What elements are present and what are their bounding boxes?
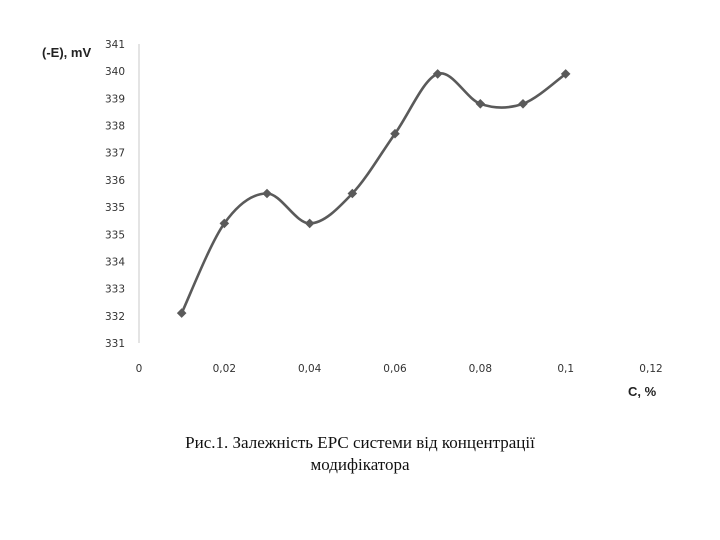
data-point-marker	[219, 218, 230, 229]
caption-line-2: модифікатора	[310, 455, 410, 475]
y-tick-label: 337	[105, 148, 125, 160]
y-axis: 331 332 333 334 335 335 336 337 338 339 340 341	[105, 39, 140, 350]
y-tick-label: 331	[105, 338, 125, 350]
x-axis-label: C, %	[628, 384, 657, 399]
data-point-marker	[432, 69, 443, 79]
data-point-marker	[176, 308, 187, 318]
series-group	[176, 69, 571, 318]
x-tick-label: 0,04	[298, 363, 322, 375]
data-point-marker	[475, 99, 486, 109]
y-tick-label: 336	[105, 175, 125, 187]
x-tick-label: 0,12	[639, 363, 662, 375]
data-point-marker	[390, 128, 400, 139]
x-tick-label: 0,06	[383, 363, 407, 375]
y-tick-label: 338	[105, 121, 125, 133]
series-line	[180, 72, 567, 314]
x-tick-label: 0,08	[469, 363, 492, 375]
y-tick-label: 335	[105, 229, 125, 241]
data-point-marker	[560, 69, 571, 79]
figure-caption: Рис.1. Залежність ЕРС системи від концен…	[0, 432, 720, 476]
y-tick-label: 333	[105, 284, 125, 296]
data-point-marker	[262, 188, 272, 199]
y-axis-label: (-E), mV	[42, 45, 91, 60]
chart: 331 332 333 334 335 335 336 337 338 339 340 341 0 0,…	[42, 39, 663, 399]
x-tick-label: 0	[136, 363, 143, 375]
x-axis: 0 0,02 0,04 0,06 0,08 0,1 0,12	[136, 363, 663, 375]
y-tick-label: 341	[105, 39, 125, 51]
y-tick-label: 335	[105, 202, 125, 214]
data-point-marker	[518, 99, 528, 109]
y-tick-label: 334	[105, 256, 125, 268]
y-tick-label: 339	[105, 93, 125, 105]
y-tick-label: 332	[105, 311, 125, 323]
data-point-marker	[304, 218, 315, 229]
x-tick-label: 0,1	[557, 363, 574, 375]
x-tick-label: 0,02	[213, 363, 236, 375]
data-point-marker	[347, 188, 358, 199]
caption-line-1: Рис.1. Залежність ЕРС системи від концен…	[185, 433, 535, 452]
y-tick-label: 340	[105, 66, 125, 78]
